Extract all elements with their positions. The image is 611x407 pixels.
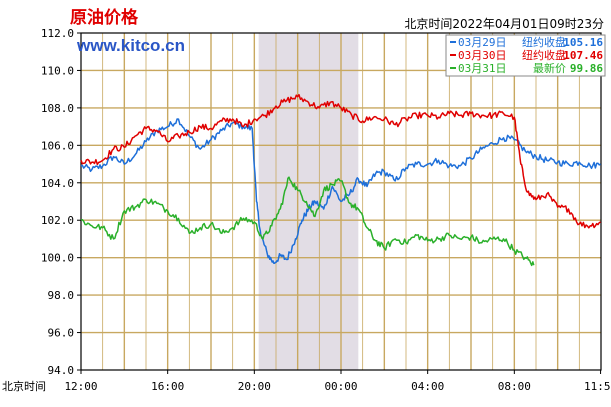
- y-tick-label: 94.0: [48, 364, 75, 377]
- y-tick-label: 108.0: [41, 102, 74, 115]
- y-tick-label: 110.0: [41, 64, 74, 77]
- x-tick-label: 04:00: [411, 380, 444, 393]
- legend-box: [445, 34, 606, 77]
- y-tick-label: 96.0: [48, 327, 75, 340]
- y-tick-label: 106.0: [41, 139, 74, 152]
- y-tick-label: 104.0: [41, 177, 74, 190]
- legend-series-value: 107.46: [563, 49, 603, 62]
- legend-series-label: 纽约收盘: [522, 48, 566, 62]
- x-tick-label: 12:00: [64, 380, 97, 393]
- x-tick-label: 00:00: [324, 380, 357, 393]
- chart-subtitle: 北京时间2022年04月01日09时23分: [404, 17, 604, 31]
- shaded-session-band: [258, 33, 359, 370]
- x-tick-label: 16:00: [151, 380, 184, 393]
- series-line-3: [80, 176, 535, 267]
- legend-series-value: 105.16: [563, 36, 603, 49]
- y-tick-label: 102.0: [41, 214, 74, 227]
- series-line-1: [80, 118, 601, 265]
- y-tick-label: 112.0: [41, 27, 74, 40]
- y-tick-label: 98.0: [48, 289, 75, 302]
- legend-series-name: 03月29日: [458, 36, 507, 49]
- legend-series-label: 最新价: [533, 61, 566, 75]
- chart-title: 原油价格: [70, 7, 139, 28]
- x-tick-label: 20:00: [238, 380, 271, 393]
- site-watermark: www.kitco.cn: [76, 36, 185, 55]
- x-tick-label: 08:00: [498, 380, 531, 393]
- legend-series-label: 纽约收盘: [522, 35, 566, 49]
- legend-series-name: 03月30日: [458, 49, 507, 62]
- plot-area: 94.0 96.0 98.0 100.0 102.0 104.0 106.0 108.0 110…: [41, 27, 611, 393]
- x-tick-label: 11:59: [584, 380, 611, 393]
- legend-series-name: 03月31日: [458, 62, 507, 75]
- x-axis-label: 北京时间: [2, 379, 46, 393]
- y-tick-label: 100.0: [41, 252, 74, 265]
- legend-series-value: 99.86: [570, 62, 603, 75]
- series-line-2: [80, 93, 601, 229]
